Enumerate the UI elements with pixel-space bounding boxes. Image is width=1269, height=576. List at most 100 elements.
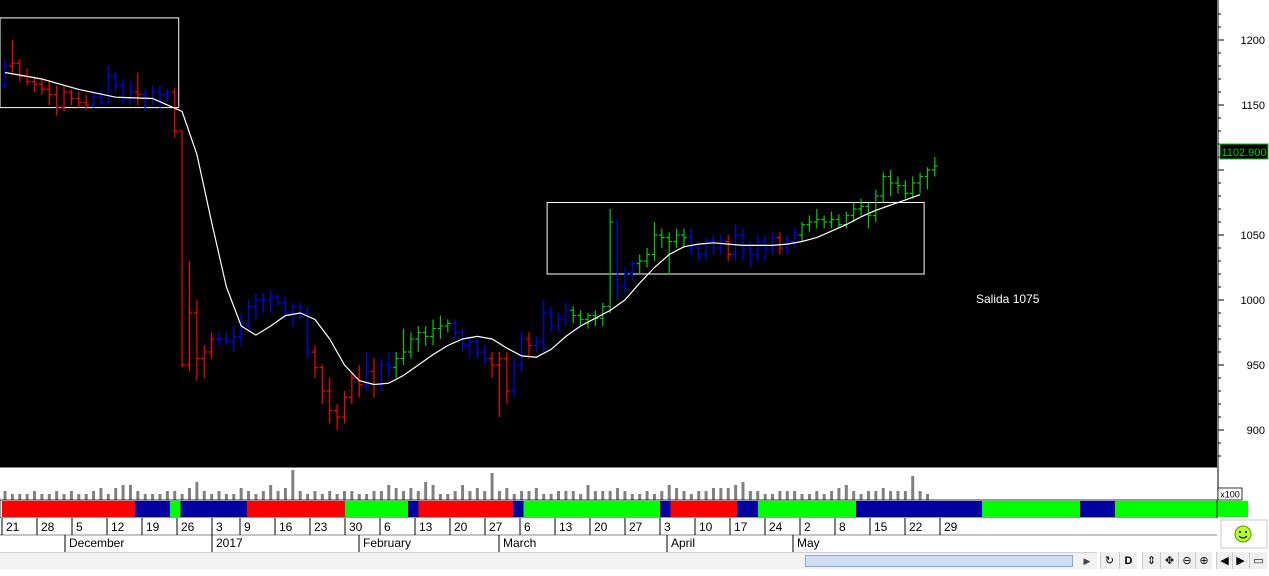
scroll-left-icon[interactable]: ◀ — [1216, 552, 1232, 569]
scrollbar-thumb[interactable] — [805, 555, 1073, 567]
smiley-icon — [1234, 525, 1252, 543]
updown-arrows-icon[interactable]: ⇕ — [1142, 552, 1160, 569]
volume-bar — [365, 494, 369, 500]
ohlc-bar — [252, 293, 259, 320]
volume-bar — [623, 491, 627, 500]
ohlc-bar — [38, 79, 45, 95]
ohlc-bar — [385, 352, 392, 378]
move-cross-icon[interactable]: ✥ — [1160, 552, 1178, 569]
volume-bar — [926, 494, 929, 500]
ohlc-bar — [629, 261, 636, 281]
ohlc-bar — [68, 89, 75, 105]
volume-bar — [645, 491, 649, 500]
signal-segment — [856, 501, 982, 517]
day-label: 20 — [594, 520, 608, 534]
volume-bar — [763, 494, 767, 500]
scroll-arrow-right[interactable]: ▶ — [1083, 556, 1091, 566]
volume-bar — [232, 494, 236, 500]
volume-bar — [542, 494, 546, 500]
refresh-icon[interactable]: ↻ — [1100, 552, 1118, 569]
ohlc-bar — [474, 339, 481, 359]
ohlc-bar — [223, 332, 230, 346]
volume-bar — [520, 491, 524, 500]
window-icon[interactable]: ▭ — [1249, 552, 1267, 569]
price-panel — [0, 0, 1217, 467]
ohlc-bar — [614, 219, 621, 300]
volume-bar — [889, 491, 893, 500]
volume-bar — [756, 491, 760, 500]
volume-bar — [638, 494, 642, 500]
volume-bar — [379, 491, 383, 500]
smiley-badge[interactable] — [1220, 519, 1268, 549]
range-box-1 — [0, 17, 180, 109]
signal-strip — [0, 499, 1248, 519]
signal-segment — [758, 501, 856, 517]
signal-segment — [345, 501, 408, 517]
volume-bar — [424, 482, 428, 500]
volume-bar — [652, 494, 656, 500]
scrollbar[interactable]: ▶ — [0, 552, 1097, 569]
volume-bar — [793, 491, 797, 500]
volume-bar — [822, 494, 826, 500]
day-label: 6 — [524, 520, 531, 534]
volume-bar — [158, 494, 162, 500]
ohlc-bar — [894, 176, 901, 194]
day-label: 28 — [41, 520, 55, 534]
ohlc-bar — [666, 232, 673, 274]
volume-bar — [852, 491, 856, 500]
volume-bar — [69, 491, 73, 500]
volume-bar — [704, 491, 708, 500]
annotation-text: Salida 1075 — [976, 292, 1040, 306]
volume-bar — [254, 494, 258, 500]
zoom-out-icon[interactable]: ⊖ — [1178, 552, 1195, 569]
ohlc-bar — [570, 306, 577, 324]
ohlc-bar — [481, 345, 488, 365]
ohlc-bar — [156, 85, 163, 108]
scroll-right-icon[interactable]: ▶ — [1232, 552, 1248, 569]
volume-bar — [416, 491, 420, 500]
zoom-in-icon[interactable]: ⊕ — [1195, 552, 1212, 569]
month-label: April — [671, 536, 695, 550]
ohlc-bar — [540, 300, 547, 352]
ohlc-bar — [902, 180, 909, 199]
volume-bar — [475, 488, 479, 500]
date-axis: 21 28 5 12 19 26 3 9 16 23 30 6 13 20 27 6 13 20 27 3 10 17 24… — [0, 518, 1217, 552]
ohlc-bar — [909, 176, 916, 199]
ohlc-bar — [813, 209, 820, 229]
ohlc-bar — [127, 81, 134, 105]
volume-bar — [534, 488, 538, 500]
volume-bar — [47, 494, 51, 500]
day-label: 12 — [111, 520, 125, 534]
ohlc-bar — [260, 293, 267, 313]
volume-bar — [121, 485, 125, 500]
ohlc-bar — [304, 306, 311, 359]
day-label: 15 — [874, 520, 888, 534]
month-label: February — [363, 536, 411, 550]
volume-bar — [195, 482, 199, 500]
day-label: 27 — [629, 520, 643, 534]
ohlc-bar — [430, 319, 437, 346]
ohlc-bar — [858, 198, 865, 216]
volume-bar — [438, 494, 442, 500]
volume-bar — [505, 488, 509, 500]
ohlc-bar — [821, 215, 828, 229]
volume-bar — [328, 491, 332, 500]
volume-bar — [165, 491, 169, 500]
ohlc-bar — [732, 224, 739, 261]
ohlc-bar — [680, 228, 687, 248]
volume-bar — [173, 491, 177, 500]
volume-bar — [306, 494, 310, 500]
ohlc-bar — [326, 378, 333, 424]
signal-segment — [660, 501, 671, 517]
month-label: March — [503, 536, 536, 550]
volume-group — [3, 470, 929, 500]
volume-bar — [586, 485, 590, 500]
d-button[interactable]: D — [1119, 552, 1137, 569]
signal-segment — [523, 501, 660, 517]
volume-bar — [10, 494, 14, 500]
volume-bar — [490, 473, 494, 500]
volume-bar — [136, 491, 140, 500]
ohlc-bar — [799, 222, 806, 242]
ohlc-bar — [112, 72, 119, 92]
